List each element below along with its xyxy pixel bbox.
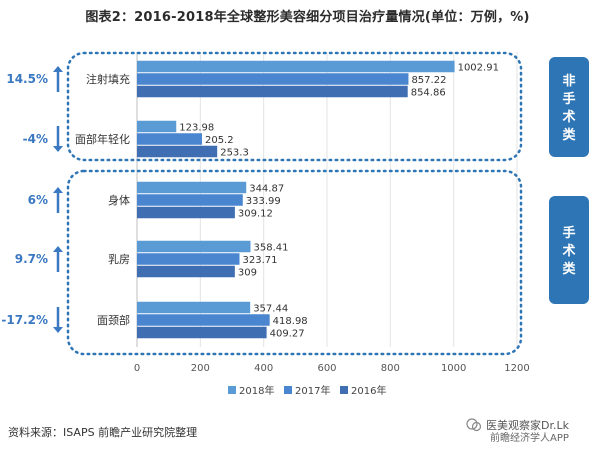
data-label: 418.98 (273, 316, 308, 327)
category-label: 注射填充 (86, 72, 130, 86)
category-label: 身体 (108, 193, 130, 207)
x-tick-label: 1000 (441, 363, 466, 374)
x-tick-label: 600 (317, 363, 336, 374)
growth-label: -17.2% (1, 313, 48, 327)
group-label: 非手术类 (561, 73, 576, 143)
source-note: 资料来源：ISAPS 前瞻产业研究院整理 (8, 426, 198, 439)
category-label: 乳房 (108, 253, 130, 266)
legend-label: 2018年 (239, 384, 274, 397)
wechat-icon (466, 417, 482, 433)
data-label: 358.41 (253, 243, 288, 254)
bar (137, 314, 270, 326)
x-tick-label: 1200 (504, 363, 529, 374)
bar (137, 120, 177, 133)
group-label: 手术类 (561, 225, 576, 277)
data-label: 357.44 (253, 304, 288, 315)
legend-swatch (340, 386, 348, 394)
bar (137, 206, 235, 219)
growth-label: 14.5% (6, 72, 48, 86)
group-box (66, 51, 523, 162)
down-arrow-icon (53, 327, 63, 333)
up-arrow-icon (53, 66, 63, 72)
x-tick-label: 800 (381, 363, 400, 374)
legend-label: 2016年 (351, 384, 386, 397)
data-label: 253.3 (220, 148, 249, 159)
bar (137, 240, 251, 253)
bar (137, 73, 409, 85)
up-arrow-icon (53, 187, 63, 193)
growth-label: 6% (28, 193, 48, 207)
watermark-sub: 前瞻经济学人APP (490, 433, 569, 444)
x-tick-label: 400 (254, 363, 273, 374)
data-label: 323.71 (243, 255, 278, 266)
bar (137, 194, 243, 206)
watermark: 医美观察家Dr.Lk 前瞻经济学人APP (466, 417, 569, 444)
data-label: 1002.91 (458, 63, 499, 74)
group-box (66, 169, 523, 356)
data-label: 333.99 (246, 196, 281, 207)
legend-label: 2017年 (295, 384, 330, 397)
down-arrow-icon (53, 146, 63, 152)
bar (137, 133, 202, 145)
watermark-name: 医美观察家Dr.Lk (486, 419, 569, 432)
up-arrow-icon (53, 246, 63, 252)
data-label: 344.87 (249, 184, 284, 195)
category-label: 面部年轻化 (75, 132, 130, 146)
bar (137, 145, 218, 158)
data-label: 123.98 (179, 123, 214, 134)
bar (137, 265, 235, 278)
category-label: 面颈部 (97, 313, 130, 327)
bar (137, 253, 240, 265)
bar (137, 301, 251, 314)
bar (137, 85, 408, 98)
bar (137, 181, 247, 194)
data-label: 309 (238, 268, 257, 279)
data-label: 409.27 (270, 329, 305, 340)
growth-label: -4% (23, 132, 48, 146)
data-label: 205.2 (205, 135, 234, 146)
data-label: 309.12 (238, 209, 273, 220)
growth-label: 9.7% (15, 252, 48, 266)
bar (137, 326, 267, 339)
group-label-box (549, 57, 589, 157)
legend-swatch (284, 386, 292, 394)
bar (137, 60, 455, 73)
data-label: 857.22 (411, 75, 446, 86)
legend-swatch (228, 386, 236, 394)
chart-title: 图表2：2016-2018年全球整形美容细分项目治疗量情况(单位：万例，%) (85, 10, 530, 25)
data-label: 854.86 (411, 88, 446, 99)
x-tick-label: 0 (134, 363, 140, 374)
x-tick-label: 200 (191, 363, 210, 374)
group-label-box (549, 196, 589, 304)
